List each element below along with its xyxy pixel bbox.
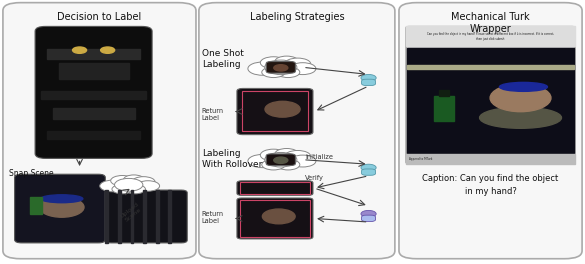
Bar: [407, 48, 574, 153]
Bar: [53, 108, 135, 119]
Text: Mechanical Turk
Wrapper: Mechanical Turk Wrapper: [451, 12, 530, 34]
Circle shape: [284, 150, 311, 162]
Circle shape: [265, 60, 297, 74]
Circle shape: [361, 74, 376, 81]
Bar: [435, 96, 454, 121]
Text: Labeling
With Rollover: Labeling With Rollover: [202, 149, 262, 169]
FancyBboxPatch shape: [199, 3, 395, 259]
FancyBboxPatch shape: [362, 215, 376, 221]
Circle shape: [132, 177, 155, 187]
FancyBboxPatch shape: [399, 3, 582, 259]
Circle shape: [248, 154, 277, 168]
FancyBboxPatch shape: [406, 26, 575, 164]
Circle shape: [262, 67, 285, 78]
Bar: [407, 65, 574, 69]
Circle shape: [290, 155, 316, 167]
Circle shape: [284, 58, 311, 70]
Circle shape: [274, 157, 288, 163]
Circle shape: [112, 185, 133, 194]
Circle shape: [73, 47, 87, 53]
Circle shape: [275, 56, 298, 67]
FancyBboxPatch shape: [266, 62, 295, 73]
Text: Snap Scene: Snap Scene: [9, 169, 53, 178]
FancyBboxPatch shape: [15, 174, 105, 243]
Circle shape: [361, 164, 376, 171]
Text: Can you find the object in my hand? Please select a different box if it is incor: Can you find the object in my hand? Plea…: [427, 32, 554, 41]
FancyBboxPatch shape: [237, 181, 313, 195]
Circle shape: [111, 176, 134, 186]
Text: Upload
Scene: Upload Scene: [119, 202, 144, 224]
Ellipse shape: [500, 82, 548, 91]
Circle shape: [262, 209, 295, 224]
Text: Append to MTurk: Append to MTurk: [409, 157, 432, 161]
Circle shape: [40, 197, 84, 217]
Text: Caption: Can you find the object
in my hand?: Caption: Can you find the object in my h…: [422, 174, 559, 196]
Text: Return
Label: Return Label: [202, 107, 224, 121]
Circle shape: [115, 178, 143, 191]
Ellipse shape: [480, 107, 562, 128]
Text: Decision to Label: Decision to Label: [57, 12, 142, 22]
Circle shape: [136, 181, 160, 191]
Circle shape: [290, 63, 316, 74]
Circle shape: [275, 148, 298, 159]
Circle shape: [361, 210, 376, 217]
Circle shape: [99, 180, 125, 192]
Bar: [406, 26, 575, 46]
Circle shape: [123, 175, 144, 184]
FancyBboxPatch shape: [35, 26, 152, 158]
Circle shape: [490, 84, 551, 112]
Circle shape: [260, 149, 287, 161]
Bar: [41, 91, 146, 99]
FancyBboxPatch shape: [237, 198, 313, 239]
FancyBboxPatch shape: [3, 3, 196, 259]
Bar: [47, 131, 140, 139]
Text: Labeling Strategies: Labeling Strategies: [250, 12, 344, 22]
Text: One Shot
Labeling: One Shot Labeling: [202, 49, 244, 69]
Circle shape: [260, 57, 287, 69]
Bar: [105, 190, 108, 243]
Circle shape: [101, 47, 115, 53]
Bar: [58, 63, 129, 79]
Circle shape: [125, 185, 146, 194]
Circle shape: [262, 159, 285, 170]
Circle shape: [265, 152, 297, 167]
FancyBboxPatch shape: [105, 190, 187, 243]
FancyBboxPatch shape: [266, 154, 295, 166]
Text: Initialize: Initialize: [305, 154, 333, 160]
Bar: [118, 190, 121, 243]
Circle shape: [265, 101, 300, 117]
Bar: [156, 190, 159, 243]
FancyBboxPatch shape: [237, 88, 313, 135]
Bar: [406, 154, 575, 164]
Text: Verify: Verify: [305, 175, 324, 181]
Ellipse shape: [41, 195, 83, 203]
Circle shape: [277, 67, 300, 78]
Bar: [30, 197, 43, 214]
Text: Return
Label: Return Label: [202, 211, 224, 224]
FancyBboxPatch shape: [362, 79, 376, 86]
Bar: [130, 190, 133, 243]
Circle shape: [248, 62, 277, 75]
Bar: [143, 190, 146, 243]
Circle shape: [277, 159, 300, 170]
Bar: [168, 190, 171, 243]
FancyBboxPatch shape: [362, 169, 376, 175]
Bar: [439, 90, 449, 96]
Bar: [47, 49, 140, 59]
Circle shape: [274, 65, 288, 71]
